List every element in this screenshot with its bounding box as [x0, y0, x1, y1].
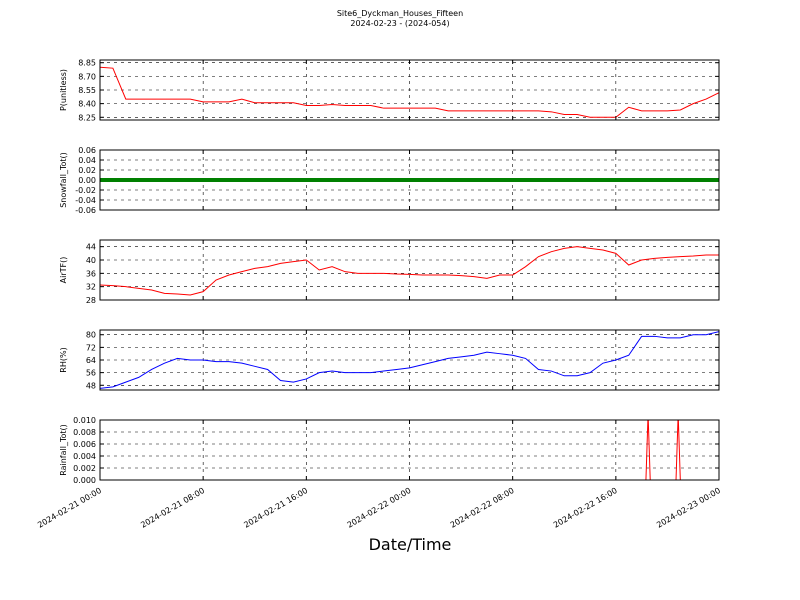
y-axis-label: P(unitless) [59, 69, 68, 111]
y-tick-label: 0.02 [78, 166, 96, 175]
chart-subtitle: 2024-02-23 - (2024-054) [350, 19, 449, 28]
y-tick-label: -0.02 [75, 186, 96, 195]
y-tick-label: 48 [86, 381, 96, 390]
x-tick-label: 2024-02-21 08:00 [139, 486, 206, 530]
y-axis-label: Snowfall_Tot() [59, 152, 68, 208]
y-tick-label: 36 [86, 269, 96, 278]
y-axis-label: AirTF() [59, 257, 68, 284]
y-tick-label: 0.002 [73, 464, 96, 473]
y-tick-label: -0.04 [75, 196, 96, 205]
x-tick-label: 2024-02-22 00:00 [346, 486, 413, 530]
y-tick-label: 8.25 [78, 113, 96, 122]
data-line [100, 246, 719, 296]
y-axis-label: Rainfall_Tot() [59, 424, 68, 476]
y-tick-label: 56 [86, 369, 96, 378]
y-axis-label: RH(%) [59, 347, 68, 372]
y-tick-label: 0.00 [78, 176, 96, 185]
y-tick-label: 8.40 [78, 100, 96, 109]
y-tick-label: 80 [86, 331, 96, 340]
y-tick-label: 64 [86, 356, 96, 365]
y-tick-label: 0.04 [78, 156, 96, 165]
y-tick-label: 72 [86, 343, 96, 352]
y-tick-label: 0.06 [78, 146, 96, 155]
y-tick-label: 8.55 [78, 86, 96, 95]
y-tick-label: 32 [86, 283, 96, 292]
data-line [100, 420, 719, 480]
y-tick-label: 44 [86, 243, 96, 252]
x-tick-label: 2024-02-22 08:00 [449, 486, 516, 530]
y-tick-label: 28 [86, 296, 96, 305]
y-tick-label: 8.85 [78, 59, 96, 68]
y-tick-label: 0.008 [73, 428, 96, 437]
y-tick-label: 8.70 [78, 72, 96, 81]
x-tick-label: 2024-02-23 00:00 [655, 486, 722, 530]
x-axis-label: Date/Time [369, 535, 452, 554]
y-tick-label: 0.006 [73, 440, 96, 449]
x-tick-label: 2024-02-21 16:00 [242, 486, 309, 530]
y-tick-label: 0.004 [73, 452, 96, 461]
data-line [100, 331, 719, 389]
x-tick-label: 2024-02-22 16:00 [552, 486, 619, 530]
x-tick-label: 2024-02-21 00:00 [36, 486, 103, 530]
y-tick-label: 40 [86, 256, 96, 265]
chart-title: Site6_Dyckman_Houses_Fifteen [337, 9, 463, 18]
y-tick-label: 0.000 [73, 476, 96, 485]
y-tick-label: -0.06 [75, 206, 96, 215]
y-tick-label: 0.010 [73, 416, 96, 425]
